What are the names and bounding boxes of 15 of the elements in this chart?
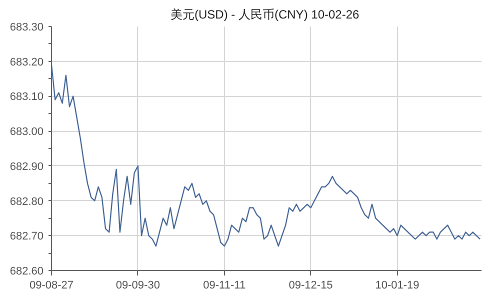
y-tick-label: 683.10 <box>10 91 44 104</box>
y-tick-label: 683.00 <box>10 126 44 138</box>
y-tick-label: 682.80 <box>10 196 44 208</box>
chart-title: 美元(USD) - 人民币(CNY) 10-02-26 <box>170 8 360 22</box>
y-tick-label: 682.60 <box>10 266 44 278</box>
y-tick-label: 682.70 <box>10 230 44 243</box>
line-series <box>52 64 481 247</box>
x-tick-label: 09-12-15 <box>288 280 333 292</box>
y-tick-label: 683.30 <box>10 22 44 34</box>
x-tick-label: 09-08-27 <box>29 280 74 292</box>
y-tick-label: 683.20 <box>10 56 44 68</box>
y-tick-label: 682.90 <box>10 160 44 173</box>
x-tick-label: 10-01-19 <box>375 280 420 292</box>
x-tick-label: 09-11-11 <box>203 280 246 292</box>
x-tick-label: 09-09-30 <box>116 280 160 292</box>
